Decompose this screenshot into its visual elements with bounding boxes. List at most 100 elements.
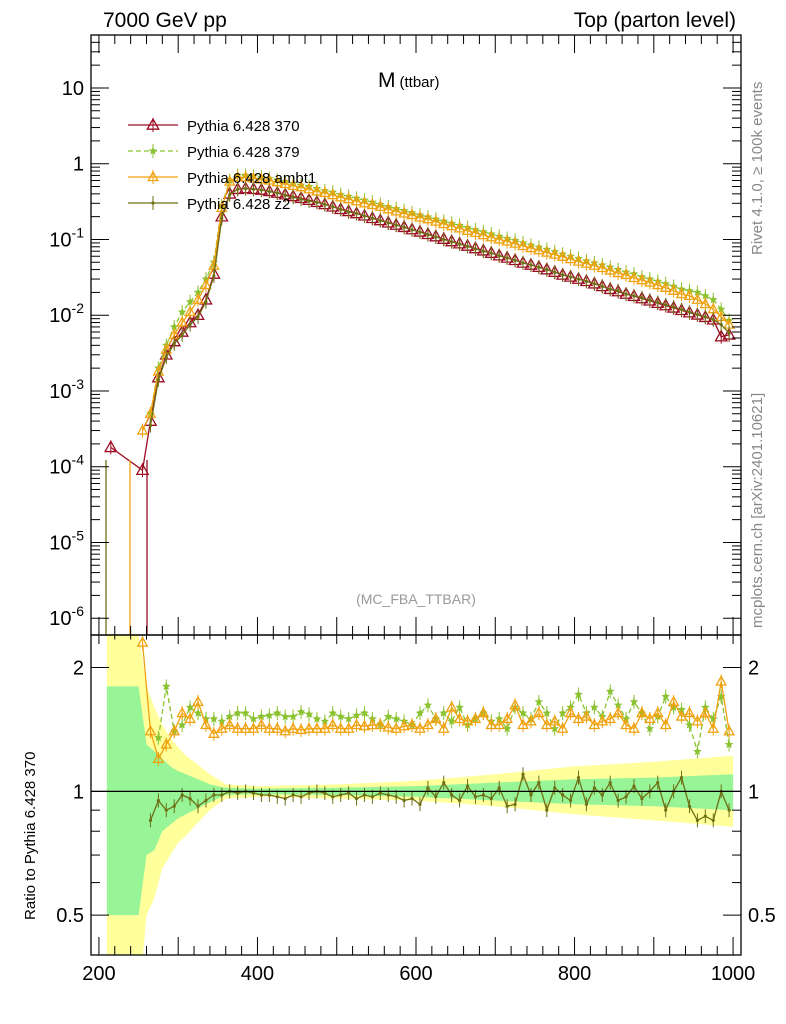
main-series-3-point <box>275 191 279 195</box>
main-series-3-point <box>632 294 636 298</box>
main-series-2-point <box>239 171 252 182</box>
ratio-series-2-point <box>394 795 398 799</box>
ratio-series-1-line <box>141 642 730 761</box>
main-series-2-point <box>311 185 323 196</box>
ratio-series-0-point <box>280 712 290 721</box>
ratio-series-2-point <box>307 791 311 795</box>
main-series-3-point <box>228 193 232 197</box>
ratio-series-2-point <box>450 793 454 797</box>
main-series-2-point <box>366 198 379 210</box>
main-series-3-point <box>545 267 549 272</box>
ratio-series-1-point <box>517 718 529 730</box>
main-series-3-point <box>148 423 153 428</box>
ratio-series-1-point <box>279 724 292 736</box>
plot-title-sub: (ttbar) <box>400 74 440 91</box>
main-series-3-point <box>481 249 485 253</box>
main-series-3-point <box>204 300 208 304</box>
ratio-series-2-point <box>711 818 715 822</box>
main-series-3-point <box>521 261 525 265</box>
ratio-series-0-point <box>233 708 242 717</box>
ratio-series-2-point <box>291 793 295 797</box>
y-tick-label-ratio-right: 0.5 <box>748 905 776 927</box>
legend-marker-0 <box>146 117 160 130</box>
ratio-series-2-point <box>418 802 422 806</box>
ratio-series-2-point <box>212 793 216 797</box>
ratio-series-2-point <box>537 781 541 785</box>
ratio-series-1-point <box>208 727 220 738</box>
legend-label-0: Pythia 6.428 370 <box>187 118 300 135</box>
main-series-2-point <box>303 182 315 194</box>
main-series-2-point <box>572 255 585 266</box>
ratio-series-0-point <box>273 708 282 717</box>
ratio-series-0-point <box>296 707 306 716</box>
main-series-1-point <box>701 291 710 300</box>
ratio-series-2-point <box>426 786 430 790</box>
ratio-series-2-point <box>592 786 596 790</box>
ratio-series-1-point <box>350 718 363 730</box>
ratio-series-1-point <box>223 718 236 730</box>
main-series-1-point <box>716 304 726 313</box>
main-series-3-point <box>608 287 612 291</box>
main-series-2-point <box>263 174 276 185</box>
main-series-3-point <box>259 188 264 192</box>
ratio-series-0-point <box>154 733 163 742</box>
main-series-3-point <box>378 218 382 223</box>
ratio-series-2-point <box>347 791 351 795</box>
main-series-3-point <box>664 303 668 307</box>
ratio-series-0-point <box>677 705 686 714</box>
ratio-series-0-point <box>217 716 227 725</box>
main-series-3-point <box>354 211 359 216</box>
ratio-series-2-point <box>568 798 573 803</box>
main-series-3-point <box>703 315 707 319</box>
ratio-series-1-point <box>192 695 204 707</box>
ratio-series-0-point <box>336 712 345 721</box>
y-tick-label-main: 10 <box>62 78 84 100</box>
main-series-2-point <box>422 212 434 224</box>
ratio-series-0-point <box>352 710 361 719</box>
ratio-series-2-point <box>521 772 525 776</box>
main-series-2-point <box>445 219 458 231</box>
main-series-2-point <box>136 424 149 435</box>
ratio-series-2-point <box>204 798 208 803</box>
main-series-2-point <box>620 268 632 280</box>
ratio-series-1-point <box>556 722 569 733</box>
ratio-series-2-point <box>180 793 184 797</box>
ratio-series-1-point <box>699 706 712 718</box>
ratio-series-0-point <box>185 702 195 712</box>
ratio-series-2-point <box>331 795 335 799</box>
source-label: mcplots.cern.ch [arXiv:2401.10621] <box>749 393 766 628</box>
ratio-series-0-point <box>257 712 266 721</box>
legend-marker-2 <box>147 170 159 182</box>
ratio-series-2-point <box>236 791 240 795</box>
y-tick-label-main: 10-2 <box>49 300 84 327</box>
ratio-series-0-point <box>391 714 401 723</box>
main-series-3-point <box>513 258 517 262</box>
main-series-3-point <box>434 235 438 239</box>
ratio-series-0-point <box>605 686 615 696</box>
main-series-3-point <box>291 195 295 199</box>
ratio-series-2-point <box>656 781 660 785</box>
ratio-ylabel: Ratio to Pythia 6.428 370 <box>22 752 39 920</box>
ratio-series-2-point <box>196 804 200 808</box>
main-series-3-point <box>679 307 684 312</box>
main-series-3-point <box>347 210 351 214</box>
main-series-3-point <box>323 202 327 207</box>
ratio-series-1-point <box>311 722 323 733</box>
ratio-series-2-point <box>386 793 390 797</box>
main-series-3-point <box>426 232 430 237</box>
main-series-1-point <box>709 295 718 304</box>
ratio-series-1-point <box>588 718 601 730</box>
ratio-series-1-point <box>659 718 672 730</box>
ratio-series-1-point <box>461 715 474 726</box>
header-left: 7000 GeV pp <box>103 9 227 32</box>
main-series-2-point <box>350 194 363 206</box>
main-series <box>104 168 736 635</box>
ratio-series-1-point <box>318 722 331 733</box>
main-series-3-point <box>497 254 501 258</box>
ratio-series-1-point <box>604 712 617 724</box>
ratio-series-1-point <box>152 752 165 763</box>
ratio-series-0-point <box>423 700 433 709</box>
ratio-series-2-point <box>172 804 176 808</box>
ratio-series-0-point <box>534 697 544 706</box>
ratio-series-2-point <box>164 808 168 812</box>
